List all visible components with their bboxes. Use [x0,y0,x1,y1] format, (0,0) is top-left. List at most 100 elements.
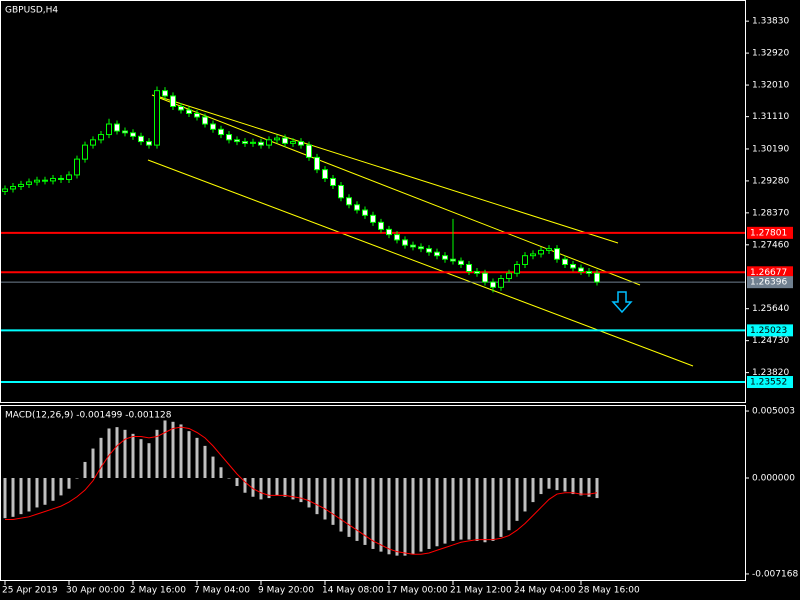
macd-bar [131,433,135,479]
x-tick-label: 17 May 00:00 [386,586,448,596]
candle-body [458,260,464,265]
macd-bar [435,478,439,547]
trendline [147,159,694,367]
y-tick-label: 1.23820 [752,368,789,378]
macd-bar [467,478,471,540]
candle-body [130,132,136,137]
candle-body [98,134,104,141]
macd-bar [563,478,567,492]
candle-body [18,183,24,188]
candle-body [498,278,504,288]
macd-bar [483,478,487,543]
candle-body [530,253,536,257]
candle-body [202,116,208,125]
macd-bar [283,478,287,497]
candle-body [210,123,216,130]
price-level-tag [747,324,793,337]
candle-body [250,141,256,144]
candle-body [170,95,176,107]
price-level-tag [747,376,793,389]
macd-bar [179,424,183,479]
macd-bar [3,478,7,519]
candle-body [290,141,296,144]
candle-body [154,90,160,146]
macd-bar [515,478,519,521]
candle-body [146,141,152,146]
y-tick-label: 1.31110 [752,112,789,122]
macd-bar [27,478,31,512]
candle-body [242,141,248,144]
candle-body [370,214,376,223]
macd-bar [115,427,119,479]
candle-body [594,272,600,283]
candle-body [122,130,128,134]
candle-body [162,90,168,97]
macd-bar [419,478,423,552]
macd-bar [91,448,95,479]
macd-bar [579,478,583,496]
candle-body [138,135,144,143]
signal-line [5,426,598,555]
x-tick-label: 9 May 20:00 [258,586,314,596]
macd-bar [299,478,303,503]
macd-bar [395,478,399,556]
macd-bar [243,478,247,493]
candle-body [266,139,272,146]
macd-bar [219,467,223,479]
x-tick-label: 30 Apr 00:00 [66,586,125,596]
candle-body [434,251,440,257]
price-level-label: 1.26677 [750,268,787,278]
y-tick-label: 1.27460 [752,240,789,250]
candle-body [442,255,448,260]
y-tick-label: 0.005003 [752,407,795,417]
macd-bar [459,478,463,540]
macd-bar [443,478,447,544]
candle-body [106,123,112,136]
candle-body [450,258,456,262]
chart-title: GBPUSD,H4 [5,6,58,16]
price-level-tag [747,276,793,289]
macd-bar [555,478,559,491]
macd-bar [331,478,335,525]
candle-body [218,128,224,136]
candle-body [178,105,184,111]
price-level-tag [747,266,793,279]
candle-body [10,186,16,190]
macd-bar [403,478,407,556]
sell-arrow [611,291,633,314]
macd-bar [371,478,375,549]
macd-bar [19,478,23,515]
macd-bar [451,478,455,541]
y-tick-label: 1.28370 [752,208,789,218]
macd-bar [147,443,151,479]
candle-body [562,258,568,265]
macd-bar [211,456,215,479]
macd-bar [475,478,479,541]
macd-bar [307,478,311,508]
price-level-label: 1.25023 [750,326,787,336]
candle-body [554,248,560,260]
price-level-label: 1.23552 [750,378,787,388]
candle-body [386,228,392,236]
candle-body [274,137,280,141]
macd-bar [51,478,55,501]
candle-body [482,272,488,283]
macd-bar [107,428,111,479]
candle-body [298,141,304,146]
macd-bar [163,420,167,479]
y-tick-label: 1.29280 [752,176,789,186]
x-tick-label: 24 May 04:00 [514,586,576,596]
macd-bar [267,478,271,499]
macd-bar [11,478,15,517]
x-tick-label: 2 May 16:00 [130,586,186,596]
macd-bar [275,478,279,496]
candle-body [66,174,72,181]
y-tick-label: 1.30190 [752,144,789,154]
candle-body [378,221,384,230]
macd-bar [251,478,255,497]
candle-body [354,204,360,211]
macd-bar [363,478,367,545]
macd-bar [75,478,79,479]
